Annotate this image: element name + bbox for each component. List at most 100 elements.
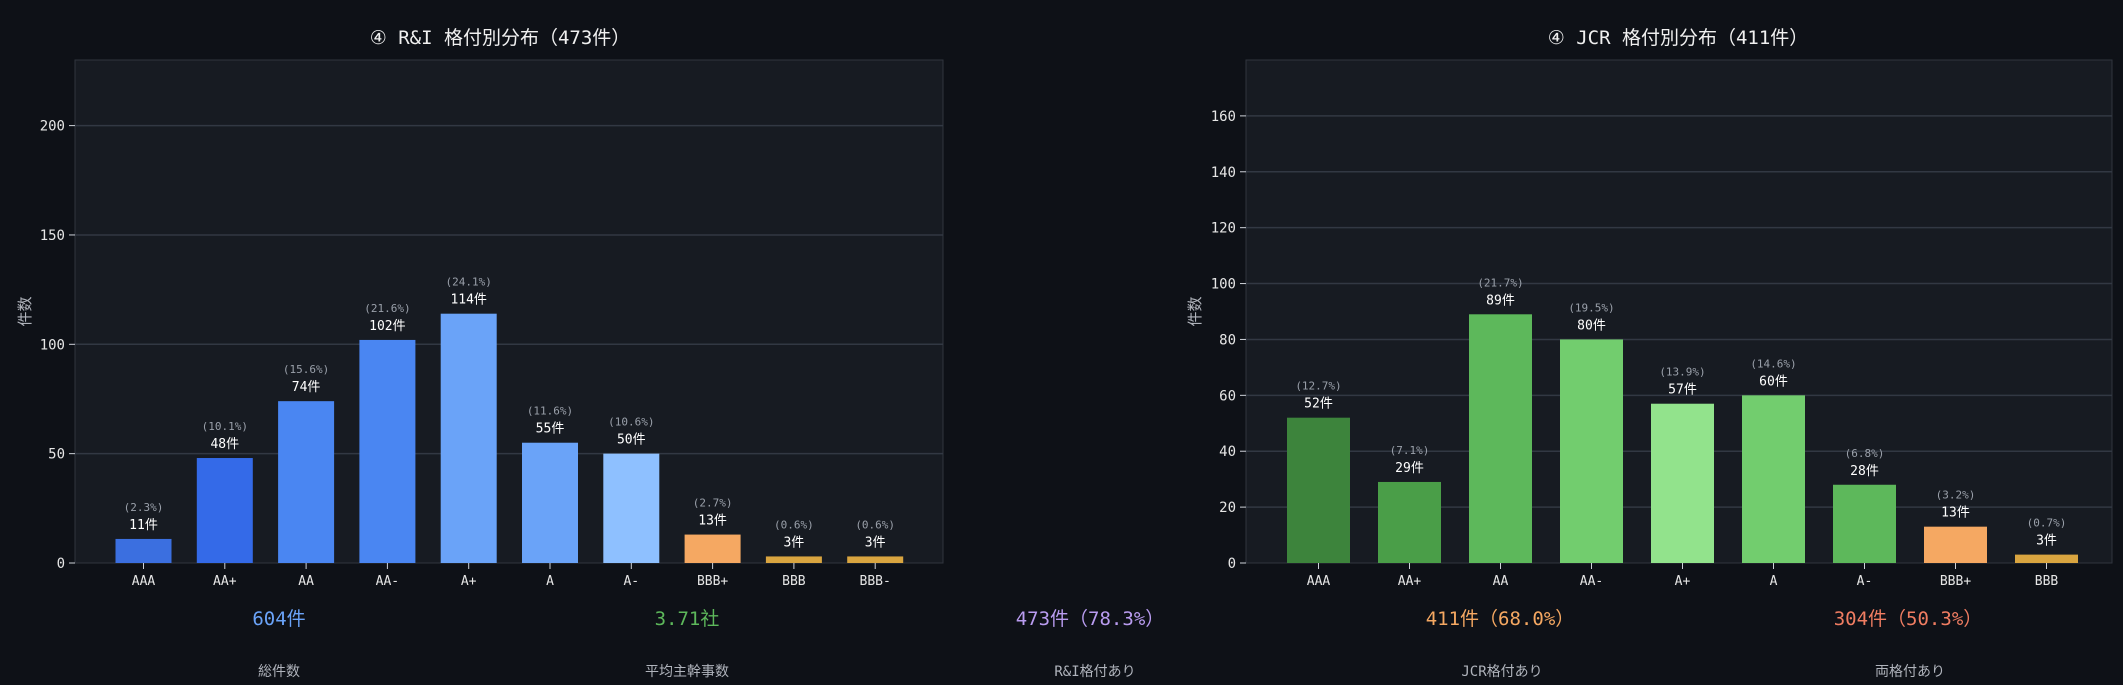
ri-ytick-label: 200	[40, 119, 65, 135]
jcr-chart-title: ④ JCR 格付別分布（411件）	[1548, 27, 1809, 49]
jcr-pct-label: (6.8%)	[1845, 447, 1885, 460]
jcr-ytick-label: 20	[1219, 500, 1236, 516]
ri-bar-AA-	[359, 339, 416, 563]
jcr-value-label: 29件	[1395, 461, 1424, 476]
jcr-value-label: 3件	[2036, 534, 2057, 549]
jcr-pct-label: (12.7%)	[1295, 380, 1341, 393]
jcr-ytick-label: 80	[1219, 332, 1236, 348]
jcr-pct-label: (21.7%)	[1477, 276, 1523, 289]
ri-xtick-label: BBB+	[697, 574, 728, 589]
jcr-pct-label: (3.2%)	[1936, 489, 1976, 502]
stat-ri-rated-value: 473件（78.3%）	[1015, 608, 1165, 630]
ri-pct-label: (10.1%)	[202, 420, 248, 433]
jcr-pct-label: (0.7%)	[2027, 517, 2067, 530]
jcr-pct-label: (7.1%)	[1390, 444, 1430, 457]
jcr-ytick-label: 100	[1211, 277, 1236, 293]
jcr-value-label: 57件	[1668, 383, 1697, 398]
ri-pct-label: (0.6%)	[855, 518, 895, 531]
ri-bar-AA	[278, 401, 335, 563]
ri-xtick-label: A+	[461, 574, 477, 589]
jcr-value-label: 89件	[1486, 293, 1515, 308]
jcr-ytick-label: 0	[1228, 556, 1236, 572]
jcr-xtick-label: BBB	[2035, 574, 2059, 589]
jcr-bar-AAA	[1287, 417, 1350, 563]
ri-value-label: 3件	[783, 535, 804, 550]
stat-total-label: 総件数	[258, 664, 300, 680]
ri-pct-label: (11.6%)	[527, 405, 573, 418]
ri-xtick-label: AA-	[376, 574, 399, 589]
ri-value-label: 48件	[210, 437, 239, 452]
ri-pct-label: (21.6%)	[364, 302, 410, 315]
ri-value-label: 114件	[450, 293, 486, 308]
jcr-xtick-label: A+	[1675, 574, 1691, 589]
ri-value-label: 55件	[536, 422, 565, 437]
stat-jcr-rated-label: JCR格付あり	[1461, 664, 1543, 680]
jcr-bar-A	[1742, 395, 1805, 563]
ri-pct-label: (24.1%)	[446, 276, 492, 289]
ri-bar-BBB	[765, 556, 822, 563]
jcr-ytick-label: 40	[1219, 444, 1236, 460]
jcr-bar-AA	[1469, 314, 1532, 563]
ri-bar-A-	[603, 453, 660, 563]
stat-jcr-rated-value: 411件（68.0%）	[1425, 608, 1575, 630]
ri-xtick-label: AA+	[213, 574, 237, 589]
jcr-xtick-label: A	[1770, 574, 1778, 589]
jcr-value-label: 52件	[1304, 397, 1333, 412]
ri-pct-label: (2.7%)	[693, 497, 733, 510]
ri-bar-AA+	[196, 458, 253, 563]
ri-value-label: 11件	[129, 518, 158, 533]
ri-value-label: 3件	[865, 535, 886, 550]
jcr-ytick-label: 60	[1219, 388, 1236, 404]
ri-y-axis-label: 件数	[16, 296, 34, 326]
stat-total-value: 604件	[252, 608, 306, 630]
stat-ri-rated-label: R&I格付あり	[1054, 664, 1136, 680]
jcr-pct-label: (14.6%)	[1750, 357, 1796, 370]
ri-bar-BBB+	[684, 534, 741, 563]
ri-pct-label: (0.6%)	[774, 518, 814, 531]
ri-xtick-label: BBB-	[860, 574, 891, 589]
jcr-bar-BBB+	[1924, 526, 1987, 563]
jcr-value-label: 60件	[1759, 374, 1788, 389]
ri-chart-title: ④ R&I 格付別分布（473件）	[370, 27, 631, 49]
ri-ytick-label: 50	[48, 447, 65, 463]
ri-value-label: 102件	[369, 319, 405, 334]
ri-bar-BBB-	[847, 556, 904, 563]
ri-xtick-label: AA	[298, 574, 314, 589]
jcr-value-label: 28件	[1850, 464, 1879, 479]
ri-pct-label: (15.6%)	[283, 363, 329, 376]
jcr-xtick-label: AA-	[1580, 574, 1603, 589]
ri-value-label: 50件	[617, 433, 646, 448]
jcr-bar-BBB	[2015, 554, 2078, 563]
ri-bar-A	[522, 442, 578, 563]
ri-bar-AAA	[115, 538, 172, 563]
jcr-value-label: 80件	[1577, 318, 1606, 333]
ri-pct-label: (2.3%)	[124, 501, 164, 514]
ri-xtick-label: A	[546, 574, 554, 589]
jcr-pct-label: (19.5%)	[1568, 301, 1614, 314]
jcr-ytick-label: 120	[1211, 221, 1236, 237]
jcr-bar-A+	[1651, 403, 1714, 563]
jcr-xtick-label: BBB+	[1940, 574, 1971, 589]
ri-ytick-label: 100	[40, 337, 65, 353]
stat-both-rated-label: 両格付あり	[1875, 664, 1945, 680]
ri-pct-label: (10.6%)	[608, 416, 654, 429]
ri-bar-A+	[440, 313, 497, 563]
ri-ytick-label: 0	[57, 556, 65, 572]
stat-both-rated-value: 304件（50.3%）	[1833, 608, 1983, 630]
ri-value-label: 74件	[292, 380, 321, 395]
jcr-bar-A-	[1833, 484, 1896, 563]
ri-value-label: 13件	[698, 514, 727, 529]
ri-ytick-label: 150	[40, 228, 65, 244]
jcr-xtick-label: A-	[1857, 574, 1873, 589]
jcr-value-label: 13件	[1941, 506, 1970, 521]
stat-avg-underwriters-value: 3.71社	[654, 608, 720, 630]
ri-xtick-label: AAA	[132, 574, 156, 589]
ri-xtick-label: BBB	[782, 574, 806, 589]
jcr-pct-label: (13.9%)	[1659, 366, 1705, 379]
jcr-bar-AA-	[1560, 339, 1623, 563]
jcr-y-axis-label: 件数	[1186, 296, 1204, 326]
jcr-bar-AA+	[1378, 481, 1441, 563]
jcr-ytick-label: 160	[1211, 109, 1236, 125]
jcr-xtick-label: AA	[1493, 574, 1509, 589]
